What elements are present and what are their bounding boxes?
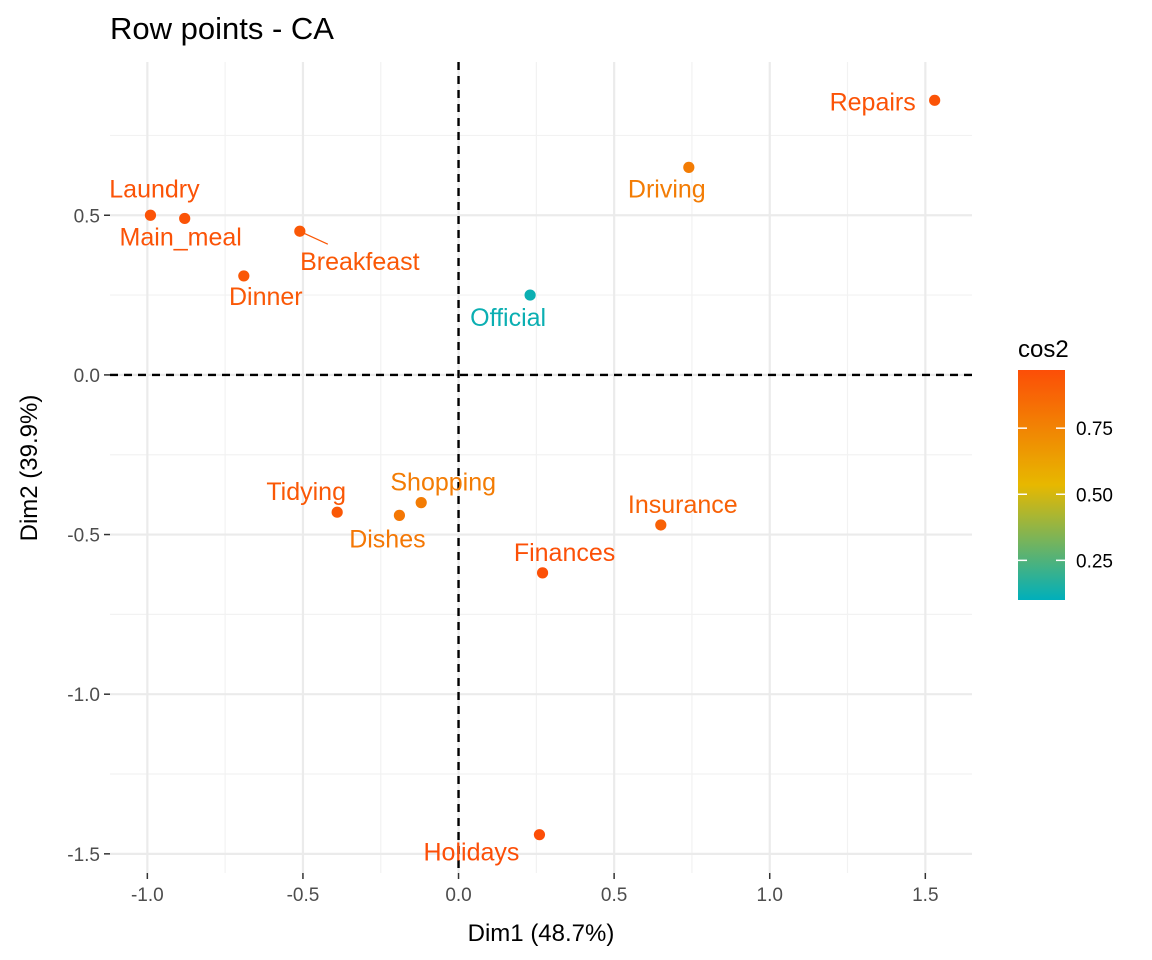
point-label-repairs: Repairs [830, 88, 916, 116]
point-label-breakfeast: Breakfeast [300, 248, 420, 276]
plot-panel [110, 62, 972, 873]
point-label-finances: Finances [514, 539, 615, 567]
point-holidays [533, 829, 546, 841]
x-tick-label: 0.5 [601, 885, 627, 906]
point-label-driving: Driving [628, 175, 706, 203]
x-tick-label: -1.0 [131, 885, 164, 906]
y-tick-label: 0.5 [74, 206, 100, 227]
point-official [524, 289, 536, 301]
point-label-shopping: Shopping [390, 469, 496, 497]
chart-title: Row points - CA [110, 11, 334, 46]
reference-lines [110, 62, 972, 873]
x-tick-label: 1.5 [912, 885, 938, 906]
y-tick-label: -1.5 [67, 845, 100, 866]
legend-tick-label: 0.25 [1076, 551, 1113, 572]
point-dishes [393, 509, 406, 521]
point-label-dishes: Dishes [349, 525, 425, 553]
point-label-holidays: Holidays [424, 839, 520, 867]
x-tick-label: 0.0 [445, 885, 471, 906]
legend-title: cos2 [1018, 336, 1069, 363]
connector-breakfeast [303, 232, 329, 245]
point-insurance [655, 519, 667, 531]
point-repairs [929, 94, 941, 106]
grid-minor [110, 62, 972, 873]
point-breakfeast [294, 225, 306, 237]
x-tick-label: -0.5 [287, 885, 320, 906]
x-axis: -1.0 -0.5 0.0 0.5 1.0 1.5 [131, 873, 939, 906]
legend-ticks: 0.75 0.50 0.25 [1018, 419, 1113, 572]
point-tidying [331, 506, 343, 518]
legend-colorbar [1018, 370, 1065, 600]
point-laundry [144, 209, 157, 221]
point-label-insurance: Insurance [628, 491, 738, 519]
label-connectors [303, 232, 329, 245]
point-shopping [415, 497, 427, 509]
point-main-meal [179, 212, 191, 225]
x-tick-label: 1.0 [757, 885, 783, 906]
y-axis: 0.5 0.0 -0.5 -1.0 -1.5 [67, 206, 110, 866]
data-points [144, 94, 941, 841]
point-label-laundry: Laundry [109, 175, 200, 203]
point-label-dinner: Dinner [229, 283, 303, 311]
x-axis-title: Dim1 (48.7%) [468, 920, 615, 947]
y-tick-label: -1.0 [67, 685, 100, 706]
y-axis-title: Dim2 (39.9%) [16, 395, 43, 542]
point-labels: LaundryMain_mealDinnerBreakfeastTidyingD… [109, 88, 915, 866]
y-tick-label: 0.0 [74, 366, 100, 387]
point-label-official: Official [470, 304, 546, 332]
point-finances [536, 567, 549, 579]
legend-tick-label: 0.75 [1076, 419, 1113, 440]
point-label-main-meal: Main_meal [120, 223, 242, 251]
point-driving [683, 161, 695, 173]
legend-tick-label: 0.50 [1076, 485, 1113, 506]
point-dinner [238, 270, 250, 282]
legend: cos2 0.75 0.50 0.25 [1018, 336, 1113, 600]
point-label-tidying: Tidying [266, 478, 346, 506]
y-tick-label: -0.5 [67, 526, 100, 547]
